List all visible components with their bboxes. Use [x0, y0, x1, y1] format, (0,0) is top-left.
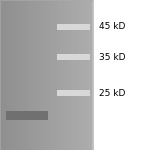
Bar [60, 0, 63, 150]
Text: 25 kD: 25 kD [99, 88, 125, 98]
Bar [12, 0, 14, 150]
Bar [21, 0, 23, 150]
Bar [26, 0, 28, 150]
Bar [37, 0, 40, 150]
Text: 45 kD: 45 kD [99, 22, 125, 32]
Bar [79, 0, 81, 150]
Bar [58, 0, 60, 150]
Bar [40, 0, 42, 150]
Bar [57, 90, 90, 96]
Bar [81, 0, 84, 150]
Bar [91, 0, 93, 150]
Bar [30, 0, 33, 150]
Bar [93, 0, 150, 150]
Bar [44, 0, 46, 150]
Bar [88, 0, 91, 150]
Bar [9, 0, 12, 150]
Bar [33, 0, 35, 150]
Bar [35, 0, 37, 150]
Bar [0, 0, 93, 150]
Bar [63, 0, 65, 150]
Bar [53, 0, 56, 150]
Bar [74, 0, 77, 150]
Bar [49, 0, 51, 150]
Bar [42, 0, 44, 150]
Bar [57, 24, 90, 30]
Bar [77, 0, 79, 150]
Bar [6, 111, 48, 120]
Bar [86, 0, 88, 150]
Bar [5, 0, 7, 150]
Bar [65, 0, 68, 150]
Text: 35 kD: 35 kD [99, 52, 126, 62]
Bar [28, 0, 30, 150]
Bar [7, 0, 9, 150]
Bar [23, 0, 26, 150]
Bar [14, 0, 16, 150]
Bar [46, 0, 49, 150]
Bar [57, 54, 90, 60]
Bar [68, 0, 70, 150]
Bar [56, 0, 58, 150]
Bar [19, 0, 21, 150]
Bar [84, 0, 86, 150]
Bar [0, 0, 2, 150]
Bar [70, 0, 72, 150]
Bar [2, 0, 5, 150]
Bar [51, 0, 54, 150]
Bar [16, 0, 19, 150]
Bar [72, 0, 74, 150]
